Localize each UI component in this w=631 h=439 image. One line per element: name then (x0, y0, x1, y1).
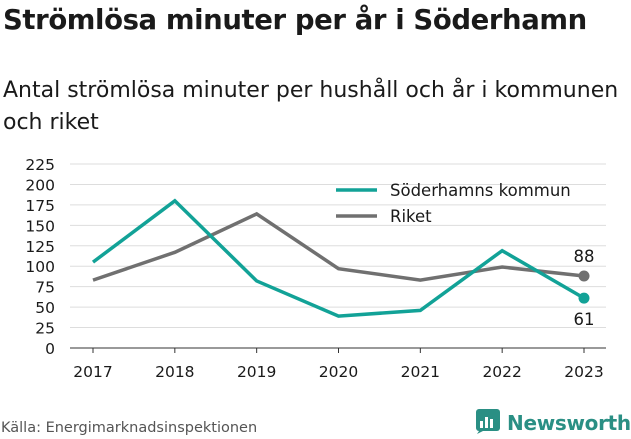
end-point (578, 270, 590, 282)
end-value-label: 61 (574, 310, 595, 329)
y-tick-label: 50 (35, 299, 55, 317)
y-tick-label: 125 (25, 238, 55, 256)
series-line (91, 198, 585, 318)
x-tick-label: 2018 (155, 363, 194, 381)
brand-logo[interactable]: Newsworthy (475, 408, 631, 438)
line-chart: 0 25 50 75 100 125 150 175 200 225 2017 2018 2019 202… (25, 156, 606, 381)
y-tick-label: 225 (25, 156, 55, 174)
x-tick-label: 2022 (482, 363, 521, 381)
newsworthy-logo-icon (475, 408, 501, 438)
x-tick-label: 2021 (401, 363, 440, 381)
y-tick-label: 75 (35, 279, 55, 297)
y-tick-label: 200 (25, 176, 55, 194)
series-line (92, 211, 585, 282)
y-tick-label: 150 (25, 217, 55, 235)
source-note: Källa: Energimarknadsinspektionen (1, 420, 258, 436)
x-tick-label: 2023 (564, 363, 603, 381)
y-tick-label: 25 (35, 320, 55, 338)
y-tick-label: 175 (25, 197, 55, 215)
x-tick-label: 2019 (237, 363, 276, 381)
x-tick-label: 2017 (73, 363, 112, 381)
y-tick-label: 100 (25, 258, 55, 276)
legend-label: Söderhamns kommun (390, 181, 571, 200)
legend-label: Riket (390, 207, 432, 226)
page-subtitle: Antal strömlösa minuter per hushåll och … (3, 78, 619, 135)
y-tick-label: 0 (45, 340, 55, 358)
brand-name: Newsworthy (507, 411, 631, 435)
page-title: Strömlösa minuter per år i Söderhamn (3, 4, 587, 36)
end-point (578, 292, 590, 304)
end-value-label: 88 (574, 247, 595, 266)
x-tick-label: 2020 (319, 363, 358, 381)
